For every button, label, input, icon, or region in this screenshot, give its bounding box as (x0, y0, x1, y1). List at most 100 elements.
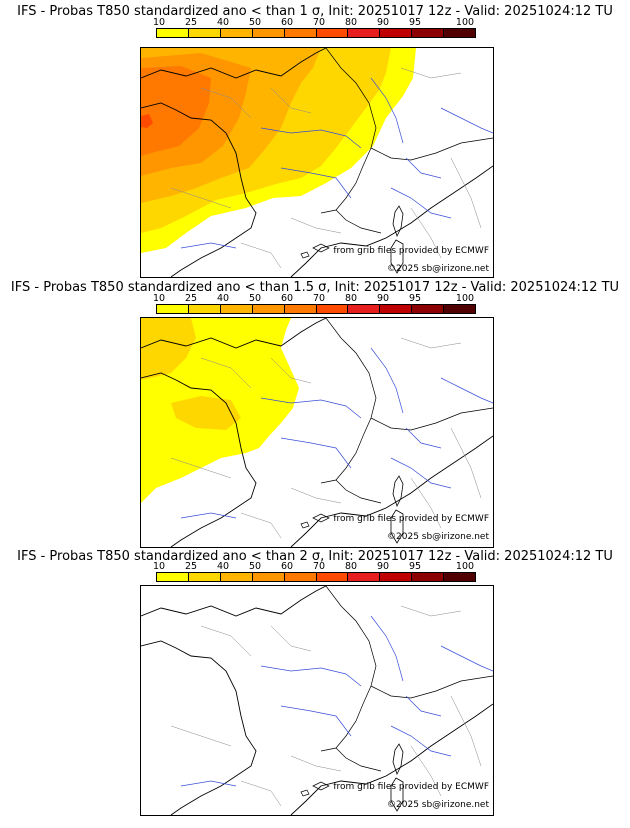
rivers (180, 615, 493, 787)
colorbar-swatch (348, 573, 381, 581)
colorbar-tick-label: 80 (344, 293, 358, 304)
colorbar-swatch (284, 573, 317, 581)
copyright: ©2025 sb@irizone.net (387, 264, 489, 274)
colorbar-swatch (380, 29, 413, 37)
colorbar-tick-label: 40 (216, 293, 230, 304)
colorbar-swatch (188, 29, 221, 37)
prob-area-gold (141, 318, 241, 430)
colorbar-swatch (412, 305, 445, 313)
colorbar-swatch (252, 29, 285, 37)
colorbar-tick-label: 25 (184, 17, 198, 28)
prob-area-dark-orange (141, 66, 211, 156)
colorbar-swatch (444, 305, 476, 313)
panel-title: IFS - Probas T850 standardized ano < tha… (10, 280, 620, 295)
colorbar-tick-label: 95 (408, 293, 422, 304)
colorbar-swatch (316, 573, 349, 581)
colorbar-labels: 10 25 40 50 60 70 80 90 95 100 (152, 561, 476, 572)
source-credit: from grib files provided by ECMWF (333, 782, 489, 792)
colorbar-tick-label: 80 (344, 17, 358, 28)
colorbar-tick-label: 60 (280, 561, 294, 572)
corsica (392, 475, 404, 508)
colorbar (156, 572, 476, 582)
colorbar-tick-label: 80 (344, 561, 358, 572)
colorbar-tick-label: 40 (216, 561, 230, 572)
colorbar-swatch (157, 305, 189, 313)
probability-map: from grib files provided by ECMWF ©2025 … (140, 585, 494, 816)
sardinia (390, 239, 404, 274)
colorbar-swatch (157, 29, 189, 37)
colorbar-swatch (412, 29, 445, 37)
colorbar-swatch (348, 305, 381, 313)
panel-2-sigma: IFS - Probas T850 standardized ano < tha… (0, 540, 630, 828)
colorbar-tick-label: 100 (455, 561, 475, 572)
colorbar-tick-label: 10 (152, 561, 166, 572)
colorbar-tick-label: 90 (376, 561, 390, 572)
rivers (180, 347, 493, 519)
colorbar-tick-label: 95 (408, 17, 422, 28)
colorbar-swatch (252, 305, 285, 313)
colorbar-tick-label: 100 (455, 293, 475, 304)
map-canvas (141, 318, 493, 547)
colorbar-tick-label: 10 (152, 17, 166, 28)
coastline (141, 586, 493, 815)
copyright: ©2025 sb@irizone.net (387, 800, 489, 810)
country-border (320, 48, 493, 234)
country-border (320, 586, 493, 772)
colorbar-tick-label: 50 (248, 17, 262, 28)
prob-area-max (141, 114, 153, 128)
source-credit: from grib files provided by ECMWF (333, 514, 489, 524)
colorbar-swatch (220, 29, 253, 37)
balearic (300, 781, 330, 797)
colorbar-tick-label: 10 (152, 293, 166, 304)
corsica (392, 743, 404, 776)
colorbar-tick-label: 95 (408, 561, 422, 572)
colorbar-tick-label: 70 (312, 293, 326, 304)
rivers (180, 77, 493, 249)
colorbar-swatch (444, 29, 476, 37)
colorbar-swatch (380, 305, 413, 313)
colorbar-swatch (188, 305, 221, 313)
sardinia (390, 777, 404, 812)
colorbar-swatch (252, 573, 285, 581)
balearic (300, 243, 330, 259)
colorbar-tick-label: 60 (280, 17, 294, 28)
colorbar-swatch (348, 29, 381, 37)
colorbar-tick-label: 25 (184, 293, 198, 304)
colorbar-swatch (412, 573, 445, 581)
colorbar-swatch (316, 29, 349, 37)
colorbar-tick-label: 60 (280, 293, 294, 304)
colorbar-swatch (188, 573, 221, 581)
regional-borders (170, 605, 482, 807)
panel-1-sigma: IFS - Probas T850 standardized ano < tha… (0, 0, 630, 280)
colorbar-tick-label: 50 (248, 561, 262, 572)
colorbar (156, 304, 476, 314)
colorbar-tick-label: 70 (312, 17, 326, 28)
colorbar-labels: 10 25 40 50 60 70 80 90 95 100 (152, 293, 476, 304)
colorbar-swatch (444, 573, 476, 581)
panel-title: IFS - Probas T850 standardized ano < tha… (17, 4, 613, 19)
colorbar-tick-label: 90 (376, 17, 390, 28)
panel-title: IFS - Probas T850 standardized ano < tha… (17, 549, 613, 564)
colorbar-tick-label: 100 (455, 17, 475, 28)
colorbar-swatch (157, 573, 189, 581)
country-border (320, 318, 493, 504)
corsica (392, 205, 404, 238)
colorbar-swatch (284, 305, 317, 313)
copyright: ©2025 sb@irizone.net (387, 532, 489, 542)
map-canvas (141, 48, 493, 277)
colorbar-swatch (284, 29, 317, 37)
balearic (300, 513, 330, 529)
colorbar-swatch (220, 573, 253, 581)
colorbar-swatch (380, 573, 413, 581)
colorbar-tick-label: 50 (248, 293, 262, 304)
panel-1-5-sigma: IFS - Probas T850 standardized ano < tha… (0, 270, 630, 550)
colorbar-tick-label: 25 (184, 561, 198, 572)
colorbar-swatch (316, 305, 349, 313)
source-credit: from grib files provided by ECMWF (333, 246, 489, 256)
map-canvas (141, 586, 493, 815)
colorbar-tick-label: 90 (376, 293, 390, 304)
colorbar-tick-label: 40 (216, 17, 230, 28)
colorbar-tick-label: 70 (312, 561, 326, 572)
colorbar (156, 28, 476, 38)
regional-borders (170, 67, 482, 269)
